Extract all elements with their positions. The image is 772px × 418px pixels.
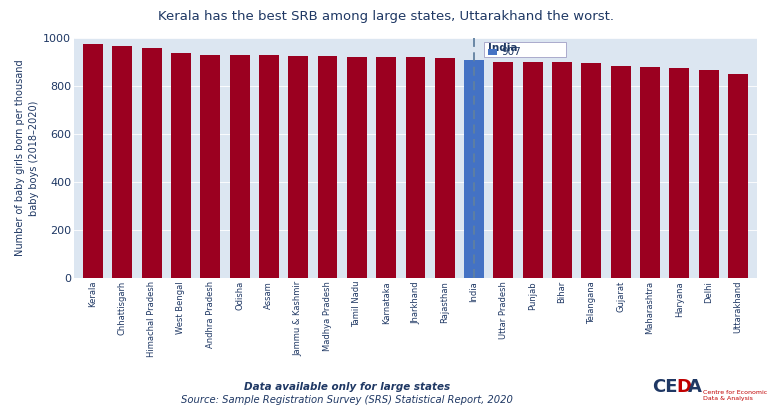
Text: Data available only for large states: Data available only for large states	[244, 382, 451, 392]
Text: Centre for Economic
Data & Analysis: Centre for Economic Data & Analysis	[703, 390, 767, 401]
Text: CE: CE	[652, 378, 678, 396]
Bar	[142, 48, 161, 278]
Text: D: D	[676, 378, 691, 396]
Y-axis label: Number of baby girls born per thousand
baby boys (2018–2020): Number of baby girls born per thousand b…	[15, 60, 39, 256]
Bar	[83, 44, 103, 278]
Bar	[259, 55, 279, 278]
Bar	[728, 74, 748, 278]
Bar	[317, 56, 337, 278]
Bar	[669, 68, 689, 278]
Text: A: A	[688, 378, 702, 396]
Bar	[347, 57, 367, 278]
Text: 907: 907	[501, 47, 521, 57]
Bar	[464, 60, 484, 278]
Bar	[435, 58, 455, 278]
Bar	[488, 49, 497, 55]
Bar	[171, 53, 191, 278]
Bar	[611, 66, 631, 278]
Bar	[581, 63, 601, 278]
Bar	[523, 62, 543, 278]
Bar	[640, 67, 660, 278]
Text: Source: Sample Registration Survey (SRS) Statistical Report, 2020: Source: Sample Registration Survey (SRS)…	[181, 395, 513, 405]
Bar	[699, 70, 719, 278]
Bar	[405, 57, 425, 278]
Bar	[493, 62, 513, 278]
Bar	[376, 57, 396, 278]
Bar	[113, 46, 132, 278]
FancyBboxPatch shape	[484, 42, 567, 57]
Text: India: India	[488, 43, 517, 54]
Bar	[552, 62, 572, 278]
Text: Kerala has the best SRB among large states, Uttarakhand the worst.: Kerala has the best SRB among large stat…	[158, 10, 614, 23]
Bar	[288, 56, 308, 278]
Bar	[200, 55, 220, 278]
Bar	[229, 55, 249, 278]
